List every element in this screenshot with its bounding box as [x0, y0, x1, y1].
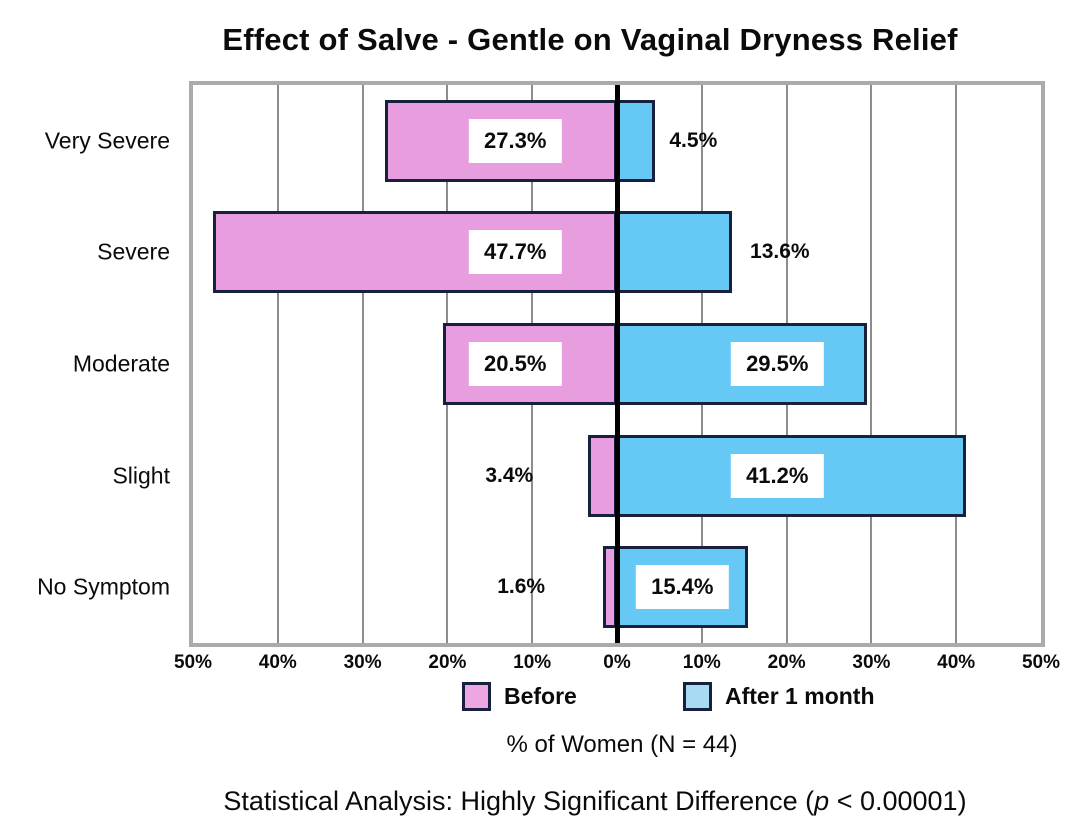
value-label: 20.5%: [469, 342, 562, 386]
category-label-slight: Slight: [112, 462, 170, 489]
x-tick-label: 20%: [767, 652, 806, 673]
legend-item-after: After 1 month: [683, 682, 875, 711]
x-tick-label: 30%: [343, 652, 382, 673]
statistical-footnote: Statistical Analysis: Highly Significant…: [105, 786, 1080, 817]
value-label: 4.5%: [669, 128, 718, 152]
value-label: 29.5%: [731, 342, 824, 386]
x-tick-label: 20%: [428, 652, 467, 673]
x-tick-label: 50%: [1021, 652, 1061, 673]
before-legend-label: Before: [504, 683, 577, 709]
before-legend-swatch: [462, 682, 491, 711]
after-legend-swatch: [683, 682, 712, 711]
x-tick-label: 10%: [513, 652, 552, 673]
value-label: 27.3%: [469, 118, 562, 163]
x-axis-ticks: 50% 40% 30% 20% 10% 0% 10% 20% 30% 40% 50%: [174, 652, 1060, 676]
after-legend-label: After 1 month: [725, 683, 875, 709]
footnote-suffix: < 0.00001): [829, 786, 967, 816]
x-tick-label: 0%: [603, 652, 631, 673]
footnote-p-symbol: p: [814, 786, 830, 816]
zero-axis-line: [614, 85, 620, 643]
value-label: 1.6%: [497, 575, 546, 599]
category-axis: Very Severe Severe Moderate Slight No Sympto…: [0, 85, 170, 643]
gridline: [870, 85, 873, 643]
category-label-moderate: Moderate: [72, 350, 170, 377]
value-label: 41.2%: [731, 453, 824, 498]
value-label: 13.6%: [750, 240, 810, 264]
bar-after-1-month-very-severe: [617, 99, 656, 182]
category-label-very-severe: Very Severe: [44, 127, 170, 154]
bar-before-very-severe: [385, 99, 617, 182]
gridline: [955, 85, 958, 643]
category-label-no-symptom: No Symptom: [37, 573, 170, 600]
x-tick-label: 30%: [852, 652, 891, 673]
chart-title: Effect of Salve - Gentle on Vaginal Dryn…: [222, 22, 958, 57]
x-tick-label: 10%: [682, 652, 721, 673]
x-axis-caption: % of Women (N = 44): [506, 731, 738, 758]
category-label-severe: Severe: [97, 238, 170, 265]
legend-item-before: Before: [462, 682, 577, 711]
gridline: [361, 85, 364, 643]
gridline: [276, 85, 279, 643]
bar-before-slight: [588, 434, 617, 517]
bar-after-1-month-severe: [617, 211, 733, 294]
x-tick-label: 40%: [937, 652, 976, 673]
value-label: 47.7%: [469, 230, 562, 275]
value-label: 15.4%: [636, 565, 729, 610]
x-tick-label: 50%: [173, 652, 213, 673]
value-label: 3.4%: [485, 463, 534, 487]
footnote-prefix: Statistical Analysis: Highly Significant…: [223, 786, 815, 816]
x-tick-label: 40%: [258, 652, 297, 673]
plot-area: 27.3% 47.7% 20.5% 3.4% 1.6% 4.5% 13.6% 29.5% 41.…: [189, 81, 1045, 647]
